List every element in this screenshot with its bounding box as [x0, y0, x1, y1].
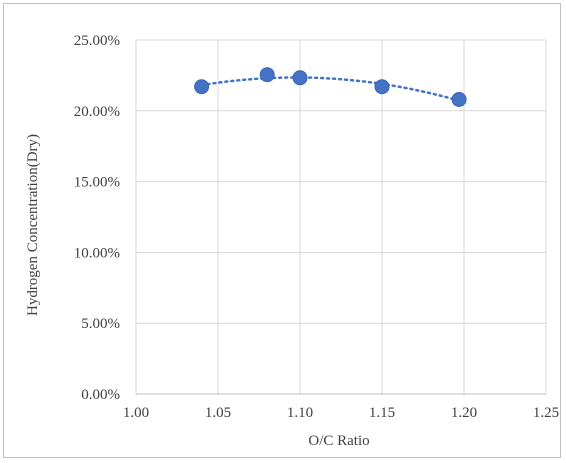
y-tick-label: 0.00% — [81, 387, 120, 403]
y-tick-label: 5.00% — [81, 316, 120, 332]
y-tick-label: 10.00% — [74, 245, 120, 261]
y-tick-label: 20.00% — [74, 104, 120, 120]
x-tick-label: 1.25 — [533, 405, 559, 421]
data-point — [194, 79, 210, 95]
x-tick-label: 1.15 — [369, 405, 395, 421]
data-point — [374, 79, 390, 95]
x-tick-label: 1.10 — [287, 405, 313, 421]
x-tick-label: 1.05 — [205, 405, 231, 421]
y-tick-label: 15.00% — [74, 175, 120, 191]
x-axis-label: O/C Ratio — [308, 433, 369, 449]
x-tick-label: 1.00 — [123, 405, 149, 421]
chart-frame — [3, 3, 561, 458]
gridlines — [135, 39, 547, 395]
trendline — [200, 76, 461, 102]
y-axis-label: Hydrogen Concentration(Dry) — [25, 134, 41, 316]
data-points — [194, 67, 467, 107]
x-tick-label: 1.20 — [451, 405, 477, 421]
data-point — [259, 67, 275, 83]
y-tick-label: 25.00% — [74, 33, 120, 49]
data-point — [292, 70, 308, 86]
y-axis-tick-labels: 0.00% 5.00% 10.00% 15.00% 20.00% 25.00% — [74, 33, 120, 403]
x-axis-tick-labels: 1.00 1.05 1.10 1.15 1.20 1.25 — [123, 405, 559, 421]
data-point — [451, 91, 467, 107]
